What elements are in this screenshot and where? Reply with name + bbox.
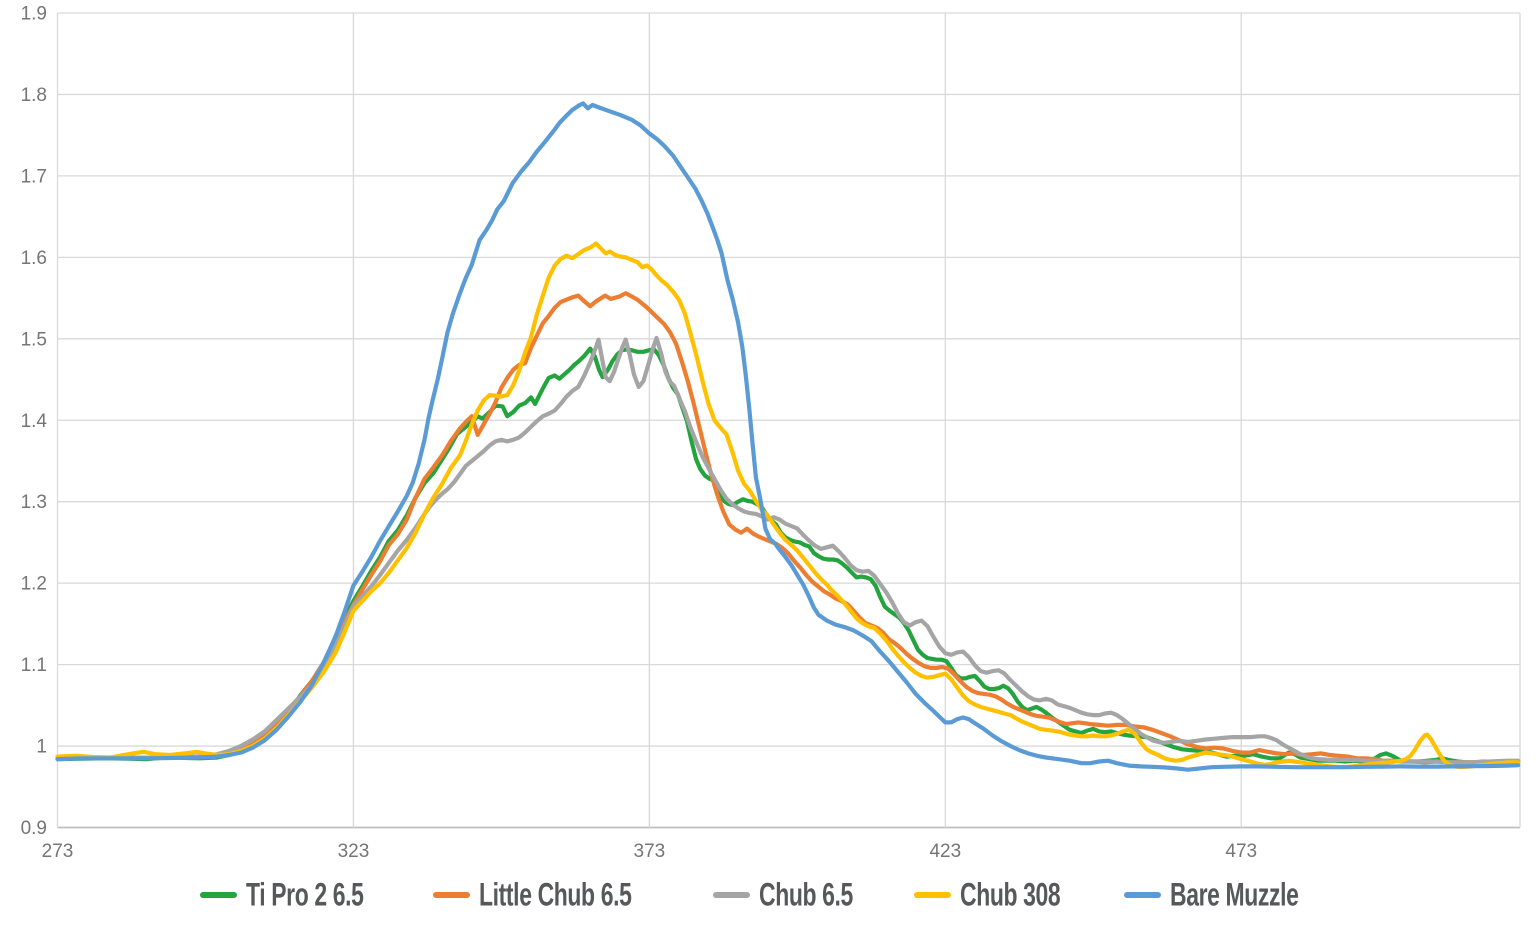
y-axis-tick-label: 1.2 [21, 574, 47, 595]
legend: Ti Pro 2 6.5 Little Chub 6.5 Chub 6.5 Chub … [0, 869, 1536, 921]
y-axis-tick-label: 1.8 [21, 85, 47, 106]
x-axis-tick-label: 273 [42, 841, 74, 862]
series-line-chub-6-5 [55, 335, 1521, 765]
x-axis-tick-label: 423 [929, 841, 961, 862]
series-line-bare-muzzle [55, 101, 1521, 772]
legend-label: Chub 6.5 [759, 876, 854, 913]
legend-item-ti-pro-2-6-5: Ti Pro 2 6.5 [200, 876, 397, 913]
legend-swatch-icon [200, 892, 238, 898]
legend-swatch-icon [433, 892, 471, 898]
y-axis-tick-label: 1.5 [21, 329, 47, 350]
x-axis-tick-label: 373 [634, 841, 666, 862]
y-axis-tick-label: 1.4 [21, 411, 48, 432]
y-axis-tick-label: 0.9 [21, 818, 47, 839]
legend-item-little-chub-6-5: Little Chub 6.5 [433, 876, 677, 913]
x-axis-tick-label: 323 [338, 841, 370, 862]
legend-label: Bare Muzzle [1169, 876, 1299, 913]
line-chart-plot: 0.9 1 1.1 1.2 1.3 1.4 1.5 1.6 1.7 1.8 1.9 273 323 373… [21, 4, 1521, 862]
legend-label: Chub 308 [960, 876, 1061, 913]
legend-item-bare-muzzle: Bare Muzzle [1123, 876, 1336, 913]
series-line-little-chub-6-5 [55, 291, 1521, 765]
legend-swatch-icon [1123, 892, 1161, 898]
legend-swatch-icon [914, 892, 952, 898]
legend-label: Ti Pro 2 6.5 [246, 876, 365, 913]
y-axis-tick-label: 1.9 [21, 4, 47, 25]
x-axis-tick-label: 473 [1225, 841, 1257, 862]
y-axis-tick-label: 1.3 [21, 492, 47, 513]
legend-item-chub-6-5: Chub 6.5 [713, 876, 878, 913]
series-line-chub-308 [55, 241, 1521, 770]
y-axis-tick-label: 1.6 [21, 248, 47, 269]
legend-label: Little Chub 6.5 [479, 876, 632, 913]
y-axis-tick-label: 1.7 [21, 166, 47, 187]
legend-swatch-icon [713, 892, 751, 898]
y-axis-tick-label: 1 [36, 737, 47, 758]
y-axis-tick-label: 1.1 [21, 655, 47, 676]
legend-item-chub-308: Chub 308 [914, 876, 1088, 913]
